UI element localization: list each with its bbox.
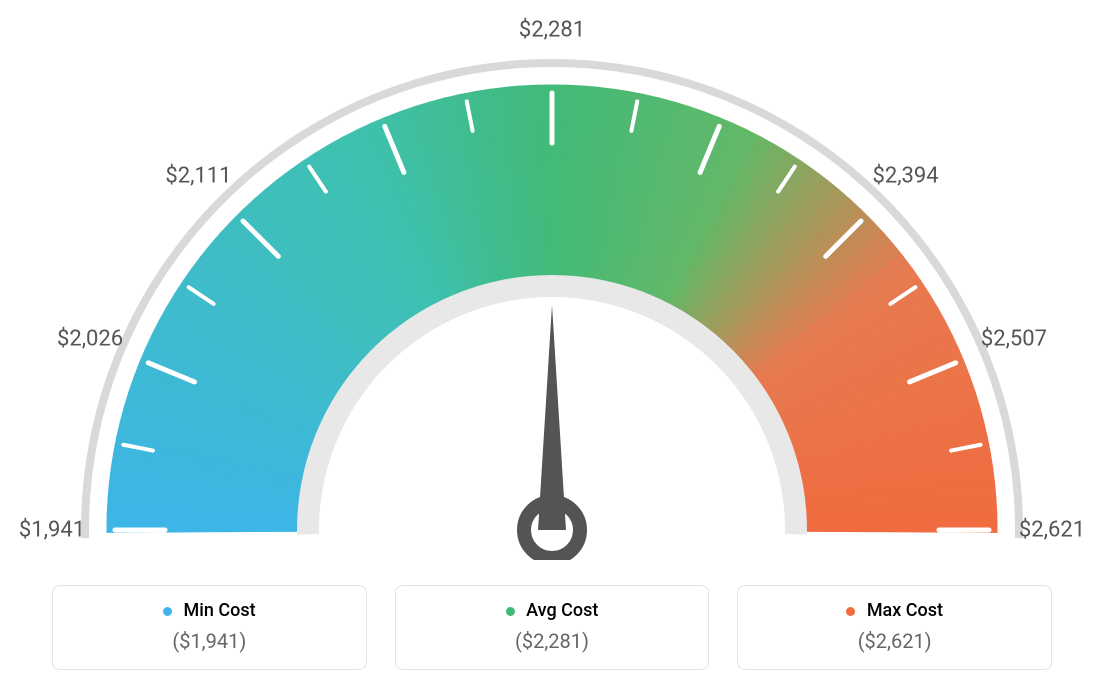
gauge-tick-label: $2,281: [519, 18, 585, 43]
min-cost-value: ($1,941): [71, 629, 348, 653]
gauge-tick-label: $2,111: [165, 164, 231, 189]
summary-cards: Min Cost ($1,941) Avg Cost ($2,281) Max …: [52, 585, 1052, 670]
gauge-tick-label: $2,394: [872, 164, 938, 189]
max-cost-title: Max Cost: [756, 600, 1033, 621]
min-cost-title: Min Cost: [71, 600, 348, 621]
avg-cost-title: Avg Cost: [414, 600, 691, 621]
min-cost-card: Min Cost ($1,941): [52, 585, 367, 670]
max-cost-card: Max Cost ($2,621): [737, 585, 1052, 670]
cost-gauge: $1,941 $2,026 $2,111 $2,281 $2,394 $2,507 $2,6…: [0, 0, 1104, 560]
gauge-tick-label: $1,941: [19, 518, 85, 543]
min-cost-label: Min Cost: [184, 600, 256, 621]
max-cost-value: ($2,621): [756, 629, 1033, 653]
gauge-tick-label: $2,026: [57, 326, 123, 351]
max-dot-icon: [846, 607, 855, 616]
max-cost-label: Max Cost: [867, 600, 943, 621]
avg-cost-label: Avg Cost: [526, 600, 598, 621]
avg-cost-card: Avg Cost ($2,281): [395, 585, 710, 670]
min-dot-icon: [163, 607, 172, 616]
gauge-tick-label: $2,621: [1019, 518, 1085, 543]
avg-dot-icon: [506, 607, 515, 616]
avg-cost-value: ($2,281): [414, 629, 691, 653]
gauge-tick-label: $2,507: [981, 326, 1047, 351]
